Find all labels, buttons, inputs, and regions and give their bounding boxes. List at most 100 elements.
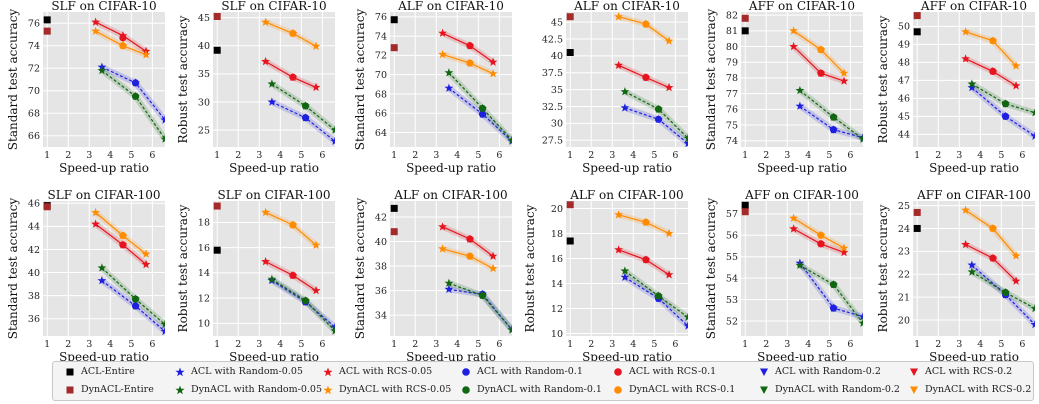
legend-marker-shape (760, 368, 768, 376)
y-tick-label: 21 (898, 292, 910, 303)
chart-title: ALF on CIFAR-100 (393, 188, 507, 202)
data-point (131, 79, 140, 87)
data-point (438, 222, 447, 231)
data-point (478, 104, 487, 113)
legend-label: DynACL with RCS-0.1 (629, 384, 736, 395)
x-tick-label: 3 (433, 150, 439, 161)
data-point (213, 202, 221, 210)
data-point (91, 17, 100, 26)
y-axis-label: Robust test accuracy (876, 15, 890, 143)
x-axis-label: Speed-up ratio (929, 350, 1019, 364)
legend-marker-shape (462, 367, 470, 376)
data-point (97, 65, 107, 75)
y-tick-label: 38 (375, 261, 387, 272)
plot-area (741, 12, 863, 147)
x-tick-label: 2 (65, 150, 71, 161)
y-tick-label: 34 (375, 310, 387, 321)
data-point (478, 291, 487, 300)
chart-title: ALF on CIFAR-10 (397, 0, 504, 13)
y-tick-label: 76 (726, 105, 738, 116)
data-layer (213, 13, 335, 146)
data-point (330, 136, 335, 146)
data-point (614, 60, 623, 69)
x-tick-label: 2 (235, 339, 241, 350)
y-tick-label: 14 (198, 268, 210, 279)
data-point (141, 50, 151, 59)
data-point (839, 76, 849, 85)
y-axis-label: Robust test accuracy (876, 204, 890, 332)
legend-marker-shape (910, 386, 918, 394)
x-tick-label: 3 (86, 150, 92, 161)
x-tick-label: 1 (914, 150, 920, 161)
series-line (271, 279, 335, 328)
data-point (119, 42, 127, 50)
y-tick-label: 45 (551, 17, 563, 28)
x-tick-label: 1 (391, 150, 397, 161)
data-point (839, 247, 849, 257)
y-axis-label: Standard test accuracy (704, 198, 718, 340)
data-point (119, 241, 127, 249)
y-tick-label: 70 (28, 86, 40, 97)
legend-marker-shape (66, 368, 74, 375)
y-tick-label: 18 (551, 229, 563, 240)
x-tick-label: 4 (107, 150, 113, 161)
data-point (97, 276, 107, 285)
y-tick-label: 40 (198, 41, 210, 52)
data-point (614, 12, 623, 21)
chart-title: AFF on CIFAR-10 (748, 0, 855, 13)
x-tick-label: 2 (588, 339, 594, 350)
x-tick-label: 1 (567, 339, 573, 350)
x-tick-label: 5 (475, 339, 481, 350)
x-tick-label: 6 (149, 339, 155, 350)
x-tick-label: 5 (651, 150, 657, 161)
legend-marker (462, 385, 470, 394)
data-point (989, 67, 997, 75)
x-axis-label: Speed-up ratio (59, 161, 149, 175)
y-tick-label: 42 (28, 245, 40, 256)
x-tick-label: 2 (65, 339, 71, 350)
x-tick-label: 6 (1019, 150, 1025, 161)
data-point (91, 219, 100, 228)
data-point (817, 240, 825, 248)
legend-item: ACL with Random-0.05 (175, 366, 303, 377)
plot-area (390, 12, 512, 147)
y-tick-label: 35 (551, 85, 563, 96)
y-tick-label: 20 (551, 204, 563, 215)
y-axis-label: Robust test accuracy (176, 204, 190, 332)
data-point (390, 204, 398, 212)
plot-area (213, 12, 335, 147)
data-point (311, 240, 321, 249)
x-tick-label: 5 (651, 339, 657, 350)
y-tick-label: 68 (375, 89, 387, 100)
x-tick-label: 6 (672, 150, 678, 161)
series-line (448, 288, 512, 331)
data-point (858, 312, 863, 321)
x-axis-label: Speed-up ratio (406, 350, 496, 364)
data-point (160, 319, 165, 329)
y-tick-label: 24 (898, 224, 910, 235)
chart-title: AFF on CIFAR-100 (744, 188, 859, 202)
x-tick-label: 4 (454, 150, 460, 161)
data-point (967, 267, 977, 276)
legend-marker (760, 368, 768, 376)
y-tick-label: 55 (726, 252, 738, 263)
data-point (683, 321, 688, 330)
series-line (971, 271, 1035, 310)
plot-area (43, 201, 165, 336)
y-tick-label: 25 (898, 201, 910, 212)
legend-marker-shape (462, 385, 470, 394)
legend: ACL-Entire DynACL-Entire ACL with Random… (52, 361, 1034, 401)
data-point (301, 102, 310, 110)
y-tick-label: 53 (726, 295, 738, 306)
y-tick-label: 46 (898, 94, 910, 105)
x-tick-label: 4 (977, 150, 983, 161)
data-point (961, 239, 970, 249)
legend-marker-shape (66, 386, 74, 393)
data-point (466, 59, 474, 67)
x-tick-label: 1 (567, 150, 573, 161)
data-point (289, 73, 297, 81)
